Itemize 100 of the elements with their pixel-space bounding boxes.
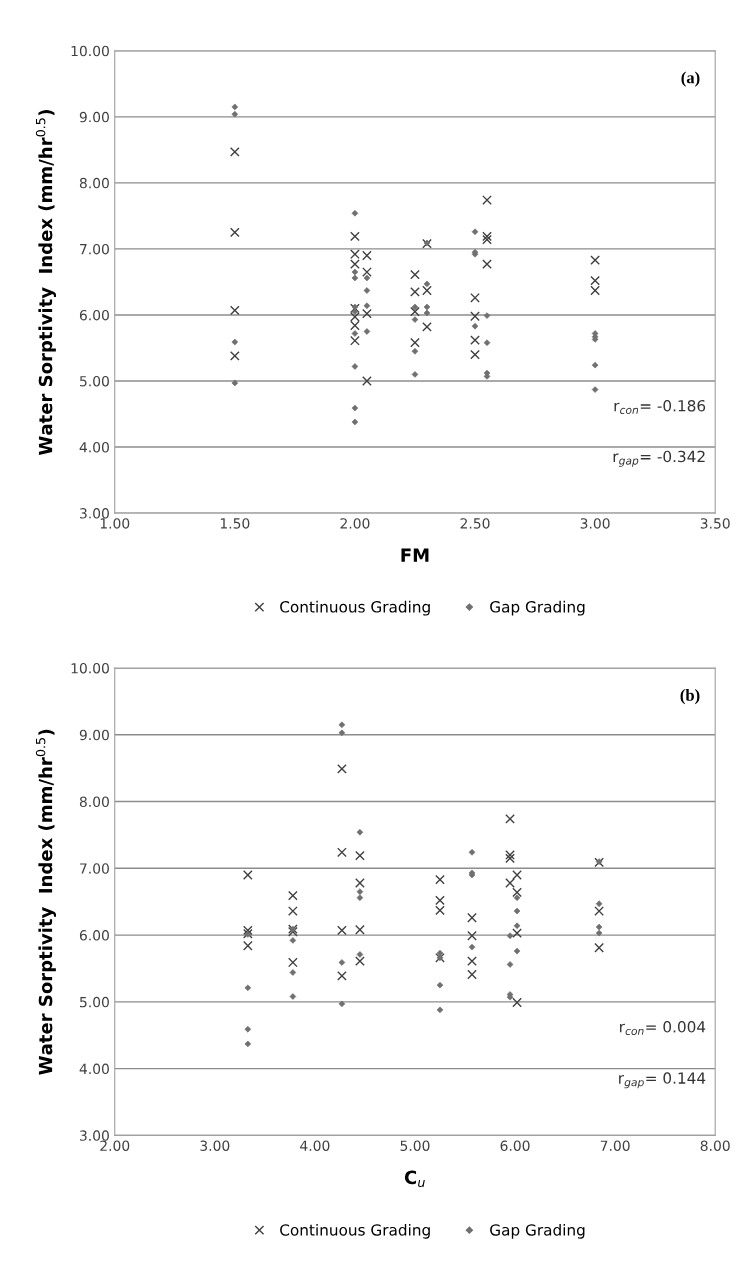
point	[482, 259, 492, 269]
x-tick-label: 2.00	[100, 1140, 130, 1151]
point	[594, 942, 604, 953]
point	[337, 970, 347, 981]
point	[362, 308, 372, 319]
y-tick-label: 6.00	[79, 309, 109, 321]
point	[362, 250, 372, 261]
point	[467, 956, 477, 966]
point	[410, 286, 420, 297]
x-tick-label: 8.00	[700, 1140, 730, 1151]
x-tick-label: 6.00	[500, 1140, 530, 1151]
point	[288, 906, 298, 916]
point	[242, 940, 253, 951]
point	[435, 905, 445, 916]
x-tick-label: 3.00	[580, 518, 610, 529]
point	[594, 906, 604, 916]
point	[355, 850, 365, 861]
point	[288, 957, 298, 968]
y-tick-label: 10.00	[71, 45, 109, 57]
x-tick-label: 2.50	[460, 518, 490, 529]
point	[470, 292, 480, 303]
point	[435, 895, 445, 906]
point	[410, 306, 420, 317]
annotation: (b)	[680, 689, 700, 705]
y-tick-label: 5.00	[80, 996, 109, 1008]
point	[229, 351, 240, 361]
x-tick-label: 5.00	[400, 1140, 430, 1151]
y-tick-label: 4.00	[79, 1063, 109, 1075]
y-tick-label: 8.00	[79, 796, 109, 808]
x-tick-label: 1.00	[100, 518, 130, 529]
point	[288, 890, 298, 901]
point	[590, 255, 600, 266]
x-axis-title: C$_{u}$	[404, 1170, 425, 1188]
point	[590, 285, 600, 296]
point	[229, 305, 240, 316]
y-tick-label: 10.00	[71, 662, 109, 674]
x-axis-title: FM	[401, 548, 429, 562]
y-tick-label: 5.00	[80, 375, 109, 387]
point	[410, 269, 420, 280]
y-tick-label: 8.00	[79, 177, 109, 189]
point	[590, 275, 600, 286]
point	[410, 337, 420, 348]
point	[505, 814, 515, 824]
y-tick-label: 3.00	[80, 1130, 109, 1141]
point	[470, 349, 480, 360]
legend-label: Gap Grading	[490, 600, 585, 616]
x-tick-label: 3.00	[200, 1140, 230, 1151]
legend-label: Continuous Grading	[280, 1223, 430, 1239]
point	[350, 231, 360, 242]
point	[467, 969, 477, 980]
x-tick-label: 3.50	[700, 518, 730, 529]
x-tick-label: 2.00	[340, 518, 370, 529]
point	[229, 227, 240, 238]
y-tick-label: 7.00	[80, 243, 109, 255]
y-axis-title: Water Sorptivity Index (mm/hr$^{0.5}$)	[35, 729, 56, 1075]
x-tick-label: 4.00	[300, 1140, 330, 1151]
point	[362, 267, 372, 277]
annotation: r$_{con}$= -0.186	[614, 399, 706, 414]
y-axis-title: Water Sorptivity Index (mm/hr$^{0.5}$)	[35, 110, 56, 456]
point	[467, 930, 477, 941]
point	[505, 878, 515, 888]
point	[512, 997, 522, 1008]
y-tick-label: 9.00	[79, 111, 109, 123]
point	[470, 311, 480, 322]
point	[337, 763, 347, 774]
legend-label: Gap Grading	[490, 1223, 585, 1239]
point	[350, 335, 360, 346]
point	[505, 853, 515, 864]
y-tick-label: 3.00	[80, 508, 109, 519]
annotation: r$_{con}$= 0.004	[620, 1021, 706, 1036]
point	[362, 376, 372, 386]
point	[355, 924, 365, 935]
annotation: r$_{gap}$= 0.144	[619, 1072, 706, 1089]
point	[350, 312, 360, 322]
point	[505, 850, 515, 860]
point	[337, 925, 347, 936]
point	[512, 887, 522, 898]
point	[482, 195, 492, 205]
x-tick-label: 1.50	[220, 518, 250, 529]
point	[467, 912, 477, 923]
point	[242, 870, 253, 880]
point	[435, 874, 445, 885]
y-tick-label: 9.00	[79, 729, 109, 741]
y-tick-label: 7.00	[80, 863, 109, 874]
point	[512, 870, 522, 880]
point	[229, 146, 240, 157]
point	[470, 335, 480, 345]
y-tick-label: 4.00	[79, 442, 109, 453]
point	[355, 878, 365, 888]
annotation: (a)	[681, 71, 700, 87]
y-tick-label: 6.00	[79, 930, 109, 941]
point	[512, 928, 522, 938]
annotation: r$_{gap}$= -0.342	[613, 450, 705, 467]
point	[337, 847, 347, 858]
point	[422, 321, 432, 332]
point	[422, 285, 432, 296]
point	[350, 259, 360, 269]
x-tick-label: 7.00	[600, 1140, 630, 1151]
point	[350, 320, 360, 331]
point	[350, 249, 360, 260]
